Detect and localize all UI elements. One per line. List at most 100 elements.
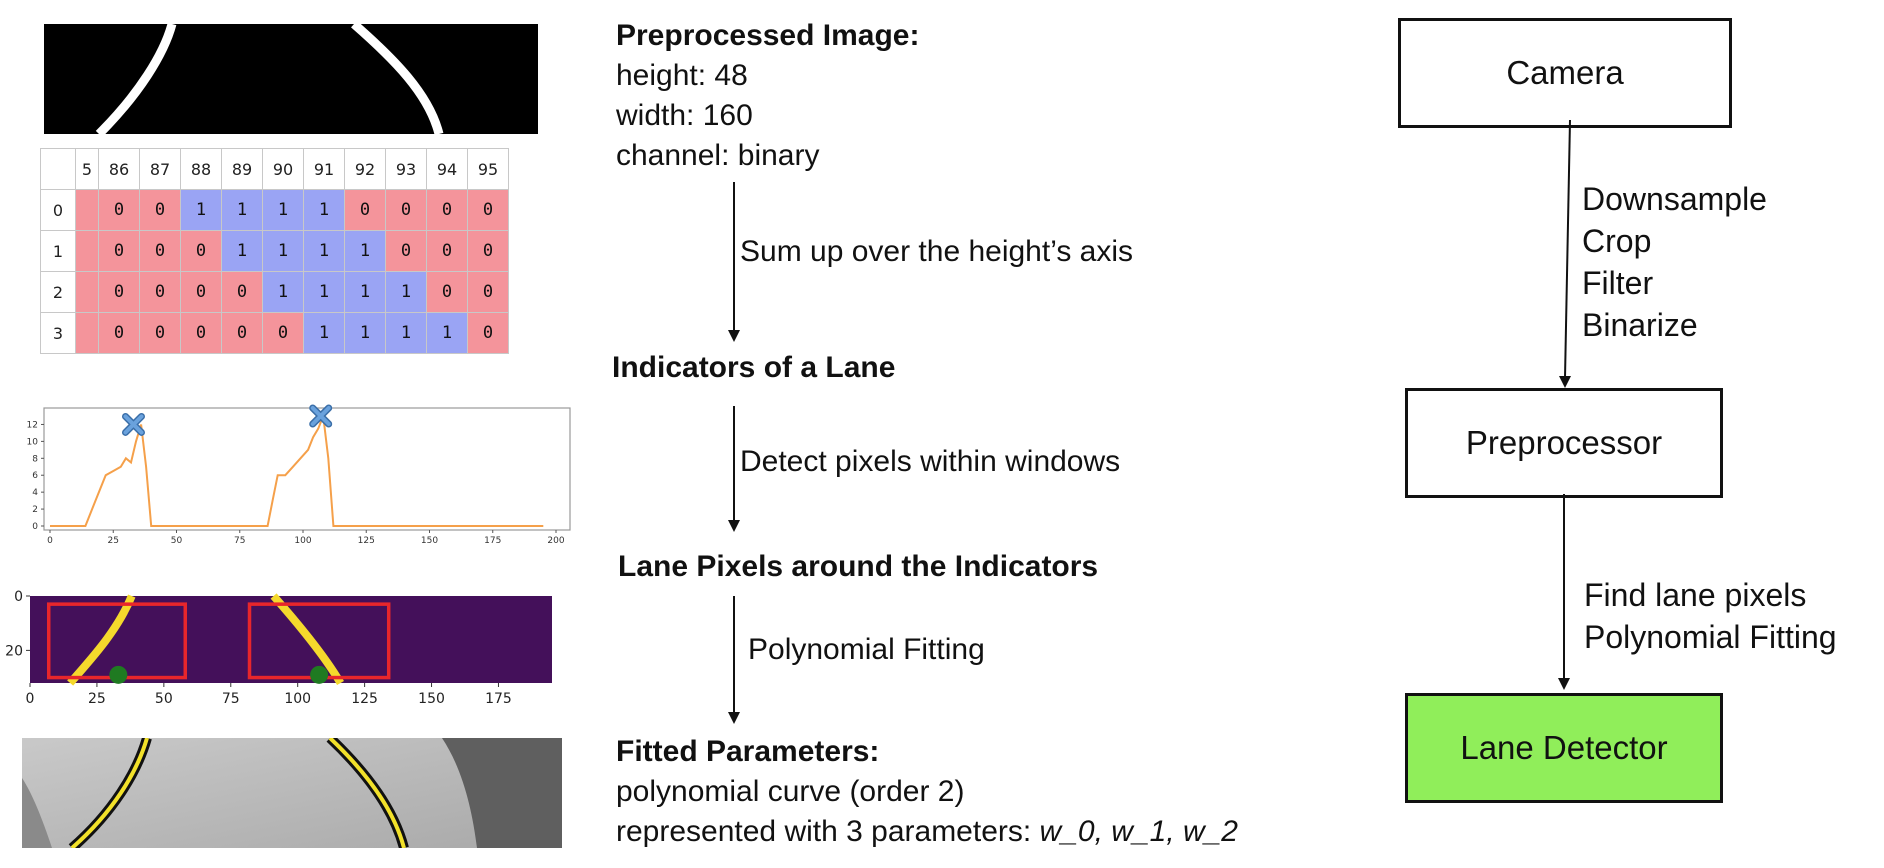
window-center: [310, 665, 329, 684]
table-cell: 0: [98, 189, 140, 231]
preprocessed-title: Preprocessed Image:: [616, 19, 920, 52]
column-header: 89: [221, 148, 263, 190]
preprocessed-channel: channel: binary: [616, 139, 820, 172]
table-cell: 1: [385, 271, 427, 313]
table-cell: [75, 271, 99, 313]
table-cell: 0: [139, 271, 181, 313]
x-tick-label: 150: [418, 691, 445, 707]
table-cell: 0: [139, 312, 181, 354]
camera-label: Camera: [1506, 54, 1624, 91]
x-tick-label: 175: [485, 691, 512, 707]
lane-histogram-chart: 0 2 4 6 8 10 12 0 25 50 75 100 125 150 175 200: [27, 404, 571, 546]
step-detect-label: Detect pixels within windows: [740, 445, 1121, 478]
row-header: 3: [40, 312, 76, 354]
table-cell: 1: [426, 312, 468, 354]
table-cell: 0: [385, 230, 427, 272]
table-cell: 1: [303, 271, 345, 313]
histogram-line: [50, 415, 544, 527]
column-header: 91: [303, 148, 345, 190]
step-find-lane-pixels: Find lane pixels: [1584, 577, 1807, 613]
fitted-line1: polynomial curve (order 2): [616, 775, 965, 808]
preprocessed-height: height: 48: [616, 59, 748, 92]
table-cell: 1: [303, 189, 345, 231]
y-tick-label: 12: [27, 420, 38, 430]
table-cell: 1: [262, 271, 304, 313]
table-cell: 0: [98, 230, 140, 272]
fitted-parameters-block: Fitted Parameters: polynomial curve (ord…: [616, 732, 1238, 852]
column-header: 5: [75, 148, 99, 190]
x-tick-label: 0: [26, 691, 35, 707]
table-cell: [75, 230, 99, 272]
y-tick-label: 6: [32, 471, 38, 481]
x-tick-label: 75: [222, 691, 240, 707]
preprocessed-width: width: 160: [616, 99, 753, 132]
step-binarize: Binarize: [1582, 307, 1698, 343]
preprocessor-box: Preprocessor: [1405, 388, 1723, 498]
x-tick-label: 125: [358, 536, 375, 546]
table-cell: 0: [426, 271, 468, 313]
table-cell: 1: [303, 312, 345, 354]
table-cell: 0: [426, 189, 468, 231]
window-center: [109, 665, 128, 684]
peak-marker: [309, 404, 333, 428]
table-cell: 0: [180, 312, 222, 354]
table-cell: 1: [262, 230, 304, 272]
x-tick-label: 25: [108, 536, 119, 546]
table-cell: 0: [467, 271, 509, 313]
table-cell: 1: [344, 230, 386, 272]
step-crop: Crop: [1582, 223, 1652, 259]
table-cell: 1: [385, 312, 427, 354]
y-tick-label: 10: [27, 437, 39, 447]
sliding-window-plot: 0 20 0 25 50 75 100 125 150 175: [5, 589, 552, 707]
fitted-title: Fitted Parameters:: [616, 735, 880, 768]
table-cell: 0: [221, 271, 263, 313]
table-cell: 0: [221, 312, 263, 354]
binary-value-table: 5 86 87 88 89 90 91 92 93 94 95 0 0 0 1 1 1 1 0 0 0 0 1 0 0 0 1 1 1 1…: [40, 148, 509, 354]
step-filter: Filter: [1582, 265, 1654, 301]
lane-pixels-title: Lane Pixels around the Indicators: [618, 550, 1099, 583]
arrow-step3: [728, 596, 740, 724]
column-header: 90: [262, 148, 304, 190]
step-fitting-label: Polynomial Fitting: [748, 633, 985, 666]
table-cell: 0: [467, 312, 509, 354]
x-tick-label: 125: [351, 691, 378, 707]
peak-marker: [121, 412, 145, 436]
arrow-step2: [728, 406, 740, 532]
lane-detector-label: Lane Detector: [1460, 729, 1668, 766]
table-cell: 0: [180, 230, 222, 272]
table-cell: 0: [426, 230, 468, 272]
table-corner: [40, 148, 76, 190]
table-cell: 0: [344, 189, 386, 231]
preprocessed-image-block: Preprocessed Image: height: 48 width: 16…: [616, 16, 919, 176]
arrow-preprocessor-to-detector: [1558, 494, 1570, 690]
y-tick-label: 4: [32, 488, 38, 498]
x-tick-label: 50: [171, 536, 183, 546]
table-cell: 0: [385, 189, 427, 231]
step-polynomial-fitting: Polynomial Fitting: [1584, 619, 1837, 655]
fitted-line2-prefix: represented with 3 parameters:: [616, 815, 1040, 848]
column-header: 86: [98, 148, 140, 190]
step-sum-label: Sum up over the height’s axis: [740, 235, 1134, 268]
table-cell: 0: [180, 271, 222, 313]
y-tick-label: 0: [32, 522, 38, 532]
detection-steps: Find lane pixels Polynomial Fitting: [1584, 574, 1837, 658]
table-cell: 1: [262, 189, 304, 231]
table-cell: 0: [98, 271, 140, 313]
table-cell: 1: [344, 312, 386, 354]
table-cell: 0: [98, 312, 140, 354]
table-cell: 1: [344, 271, 386, 313]
table-cell: 1: [180, 189, 222, 231]
x-tick-label: 175: [484, 536, 501, 546]
table-cell: [75, 312, 99, 354]
fitted-params: w_0, w_1, w_2: [1039, 815, 1238, 848]
x-tick-label: 100: [284, 691, 311, 707]
x-tick-label: 100: [294, 536, 311, 546]
x-tick-label: 0: [47, 536, 53, 546]
arrow-step1: [728, 182, 740, 342]
table-cell: 0: [262, 312, 304, 354]
table-cell: 0: [139, 230, 181, 272]
column-header: 87: [139, 148, 181, 190]
